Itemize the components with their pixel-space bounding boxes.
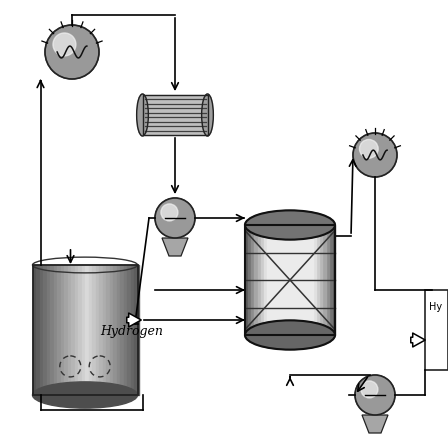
Ellipse shape bbox=[53, 33, 76, 56]
Bar bbox=[267, 225, 313, 335]
Circle shape bbox=[356, 376, 394, 414]
Bar bbox=[142, 95, 207, 135]
Ellipse shape bbox=[258, 325, 323, 345]
Bar bbox=[36, 265, 40, 395]
Circle shape bbox=[156, 199, 194, 237]
Ellipse shape bbox=[51, 30, 96, 76]
Ellipse shape bbox=[267, 218, 313, 232]
Bar bbox=[47, 265, 51, 395]
Bar bbox=[64, 265, 69, 395]
Bar bbox=[248, 225, 332, 335]
Bar bbox=[261, 225, 319, 335]
Bar bbox=[124, 265, 128, 395]
Bar bbox=[142, 95, 207, 135]
Ellipse shape bbox=[245, 320, 335, 349]
Text: Hy: Hy bbox=[430, 302, 443, 312]
Circle shape bbox=[46, 26, 98, 78]
Circle shape bbox=[155, 198, 195, 238]
Bar bbox=[74, 265, 79, 395]
Ellipse shape bbox=[159, 202, 193, 236]
Bar bbox=[258, 225, 323, 335]
Bar bbox=[57, 265, 61, 395]
Ellipse shape bbox=[361, 381, 378, 398]
Ellipse shape bbox=[251, 213, 329, 237]
Ellipse shape bbox=[245, 322, 335, 349]
Text: Hydrogen: Hydrogen bbox=[100, 325, 164, 338]
Ellipse shape bbox=[359, 379, 393, 413]
Bar bbox=[43, 265, 47, 395]
Bar bbox=[33, 265, 37, 395]
Ellipse shape bbox=[254, 214, 326, 236]
Circle shape bbox=[353, 133, 397, 177]
Bar bbox=[33, 265, 138, 395]
Bar bbox=[264, 225, 316, 335]
Bar bbox=[120, 265, 125, 395]
Bar bbox=[113, 265, 117, 395]
Bar bbox=[245, 225, 335, 335]
Bar bbox=[130, 265, 135, 395]
FancyArrowPatch shape bbox=[127, 313, 141, 327]
Bar bbox=[109, 265, 114, 395]
Polygon shape bbox=[162, 238, 188, 256]
Bar bbox=[254, 225, 326, 335]
Bar bbox=[89, 265, 93, 395]
Bar bbox=[53, 265, 58, 395]
Bar bbox=[85, 265, 90, 395]
Ellipse shape bbox=[161, 204, 178, 221]
Bar bbox=[95, 265, 100, 395]
FancyArrowPatch shape bbox=[411, 333, 425, 347]
Bar bbox=[60, 265, 65, 395]
Bar bbox=[82, 265, 86, 395]
Circle shape bbox=[354, 134, 396, 176]
Ellipse shape bbox=[245, 211, 335, 240]
Bar bbox=[127, 265, 132, 395]
Ellipse shape bbox=[261, 216, 319, 234]
Ellipse shape bbox=[248, 323, 332, 348]
Ellipse shape bbox=[33, 382, 138, 408]
Ellipse shape bbox=[258, 215, 323, 235]
Polygon shape bbox=[362, 415, 388, 433]
Ellipse shape bbox=[359, 139, 378, 158]
Bar bbox=[39, 265, 44, 395]
Bar bbox=[116, 265, 121, 395]
Bar bbox=[251, 225, 329, 335]
Bar bbox=[99, 265, 103, 395]
Bar bbox=[245, 225, 335, 335]
Bar bbox=[50, 265, 55, 395]
Ellipse shape bbox=[202, 94, 213, 136]
Bar bbox=[134, 265, 138, 395]
Bar bbox=[71, 265, 76, 395]
Bar bbox=[425, 290, 448, 370]
Ellipse shape bbox=[248, 212, 332, 237]
Bar bbox=[68, 265, 72, 395]
Ellipse shape bbox=[264, 217, 316, 233]
Ellipse shape bbox=[251, 323, 329, 347]
Bar bbox=[106, 265, 111, 395]
Bar bbox=[92, 265, 96, 395]
Ellipse shape bbox=[264, 327, 316, 343]
Bar bbox=[103, 265, 107, 395]
Circle shape bbox=[45, 25, 99, 79]
Ellipse shape bbox=[358, 138, 395, 175]
Ellipse shape bbox=[137, 94, 148, 136]
Bar bbox=[78, 265, 82, 395]
Ellipse shape bbox=[245, 211, 335, 238]
Ellipse shape bbox=[254, 324, 326, 346]
Circle shape bbox=[355, 375, 395, 415]
Ellipse shape bbox=[267, 328, 313, 342]
Ellipse shape bbox=[261, 326, 319, 344]
